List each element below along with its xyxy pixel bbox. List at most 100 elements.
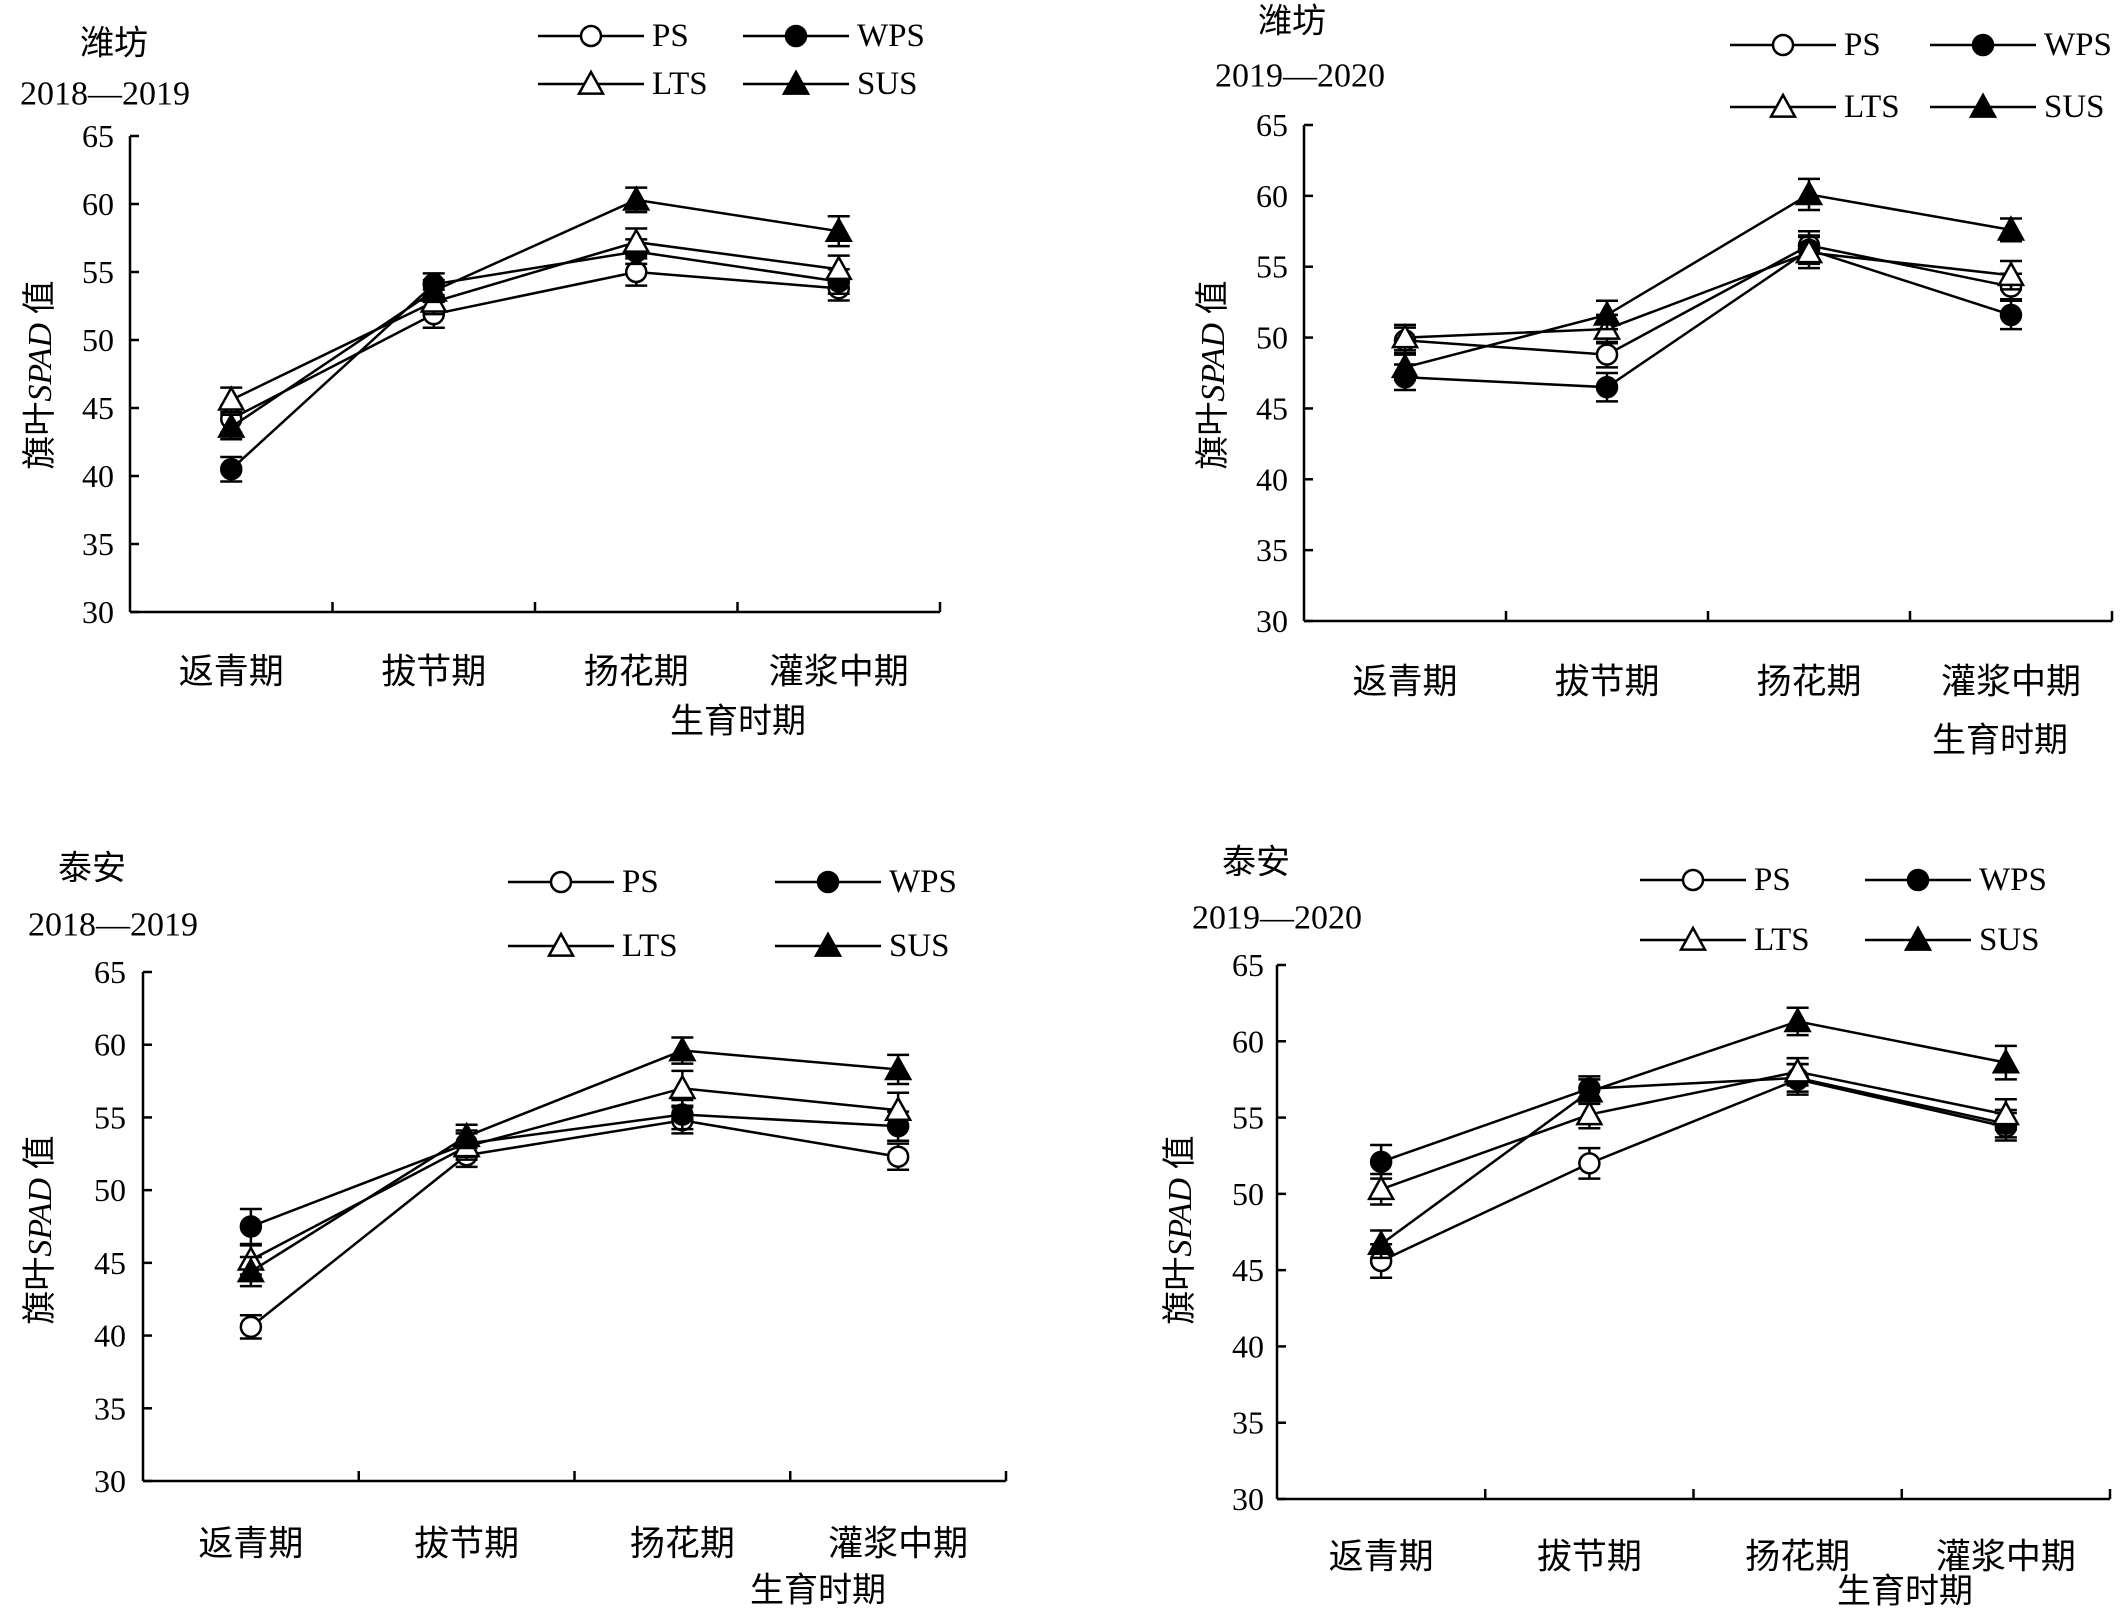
legend-marker <box>576 69 606 95</box>
legend-item-ps: PS <box>1640 862 1791 898</box>
legend-label: PS <box>1754 862 1791 898</box>
y-axis-title-italic: SPAD <box>1195 322 1232 401</box>
legend-item-lts: LTS <box>1640 922 1810 958</box>
y-tick-label: 45 <box>94 1245 126 1281</box>
x-axis-title: 生育时期 <box>670 703 806 741</box>
data-point <box>1996 215 2026 241</box>
y-axis-title: 旗叶SPAD 值 <box>21 1135 59 1324</box>
x-category-label: 返青期 <box>198 1525 303 1564</box>
legend-marker <box>813 931 843 957</box>
series-lts <box>236 1069 913 1276</box>
year-range-label: 2018—2019 <box>20 76 190 113</box>
data-point <box>824 216 853 243</box>
y-tick-label: 30 <box>1256 603 1288 639</box>
y-tick-label: 45 <box>1256 390 1288 426</box>
series-line-sus <box>1404 193 2012 369</box>
y-tick-label: 60 <box>1256 178 1288 214</box>
location-label: 泰安 <box>1222 844 1290 882</box>
data-point <box>1367 1174 1396 1201</box>
data-point <box>886 1145 910 1168</box>
y-tick-label: 60 <box>82 186 114 222</box>
y-tick-label: 30 <box>94 1463 126 1499</box>
legend-label: WPS <box>2044 27 2112 63</box>
y-axis-title-prefix: 旗叶 <box>1161 1257 1199 1325</box>
legend-item-wps: WPS <box>1865 862 2047 898</box>
x-category-label: 扬花期 <box>630 1525 735 1564</box>
y-tick-label: 65 <box>1256 107 1288 143</box>
y-tick-label: 35 <box>1232 1405 1264 1441</box>
legend-marker <box>1903 925 1933 951</box>
x-category-label: 灌浆中期 <box>1936 1538 2076 1577</box>
legend-marker <box>579 24 603 48</box>
legend: PS WPS LTS SUS <box>1640 862 2047 958</box>
data-point <box>419 276 448 302</box>
legend-item-lts: LTS <box>1730 89 1900 125</box>
y-axis-title-suffix: 值 <box>1161 1135 1199 1178</box>
y-tick-label: 45 <box>82 390 114 426</box>
legend-marker <box>816 870 840 894</box>
legend-label: WPS <box>1979 862 2047 898</box>
series-line-sus <box>230 198 839 429</box>
data-point <box>622 185 651 211</box>
data-point <box>1595 343 1619 366</box>
chart-panel-2: 潍坊 2019—2020 30 35 40 45 50 55 60 65 返青期 拔节期 扬花期 灌浆中期… <box>1194 3 2114 760</box>
y-tick-label: 30 <box>1232 1481 1264 1517</box>
x-category-label: 灌浆中期 <box>769 653 909 692</box>
legend-marker <box>784 24 808 48</box>
legend-label: WPS <box>857 18 925 54</box>
series-ps <box>220 257 850 434</box>
legend-marker <box>1968 92 1998 118</box>
series-wps <box>239 1098 910 1246</box>
data-point <box>239 1215 263 1238</box>
legend-marker <box>1768 92 1798 118</box>
x-category-label: 返青期 <box>1329 1538 1434 1577</box>
series-line-lts <box>1404 251 2012 339</box>
data-point <box>1991 1099 2020 1126</box>
series-sus <box>217 185 853 441</box>
y-axis-title-suffix: 值 <box>1194 280 1232 323</box>
y-tick-label: 35 <box>94 1390 126 1426</box>
legend-marker <box>1906 868 1930 892</box>
y-tick-label: 45 <box>1232 1252 1264 1288</box>
series-line-sus <box>250 1049 899 1273</box>
y-tick-label: 35 <box>1256 532 1288 568</box>
series-lts <box>1390 235 2026 352</box>
legend-label: SUS <box>2044 89 2105 125</box>
data-point <box>1367 1229 1396 1256</box>
legend-label: LTS <box>652 66 708 102</box>
legend-label: LTS <box>1844 89 1900 125</box>
legend-label: SUS <box>857 66 918 102</box>
y-tick-label: 55 <box>82 254 114 290</box>
x-category-label: 灌浆中期 <box>828 1525 968 1564</box>
series-line-lts <box>250 1087 899 1262</box>
legend-item-ps: PS <box>1730 27 1881 63</box>
y-tick-label: 50 <box>82 322 114 358</box>
series-line-lts <box>230 240 839 401</box>
series-line-ps <box>1380 1078 2007 1263</box>
data-point <box>1794 237 1824 264</box>
y-tick-label: 60 <box>94 1027 126 1063</box>
legend-item-lts: LTS <box>538 66 708 102</box>
legend-item-sus: SUS <box>743 66 918 102</box>
legend-label: SUS <box>889 928 950 964</box>
legend-item-ps: PS <box>508 864 659 900</box>
legend-marker <box>1678 925 1708 951</box>
data-point <box>1595 375 1619 399</box>
location-label: 潍坊 <box>80 25 148 63</box>
legend-marker <box>1681 868 1705 892</box>
y-tick-label: 40 <box>94 1318 126 1354</box>
legend-item-sus: SUS <box>1865 922 2040 958</box>
data-point <box>1794 179 1824 206</box>
series-ps <box>239 1105 910 1340</box>
x-axis-title: 生育时期 <box>1932 722 2068 760</box>
series-line-sus <box>1380 1020 2007 1246</box>
data-point <box>452 1121 481 1148</box>
y-tick-label: 65 <box>82 118 114 154</box>
legend-item-lts: LTS <box>508 928 678 964</box>
y-axis-title: 旗叶SPAD 值 <box>21 280 59 469</box>
data-point <box>1390 322 1420 349</box>
x-category-label: 拔节期 <box>1537 1538 1642 1577</box>
series-sus <box>1390 177 2026 382</box>
x-axis-title: 生育时期 <box>1837 1573 1973 1611</box>
